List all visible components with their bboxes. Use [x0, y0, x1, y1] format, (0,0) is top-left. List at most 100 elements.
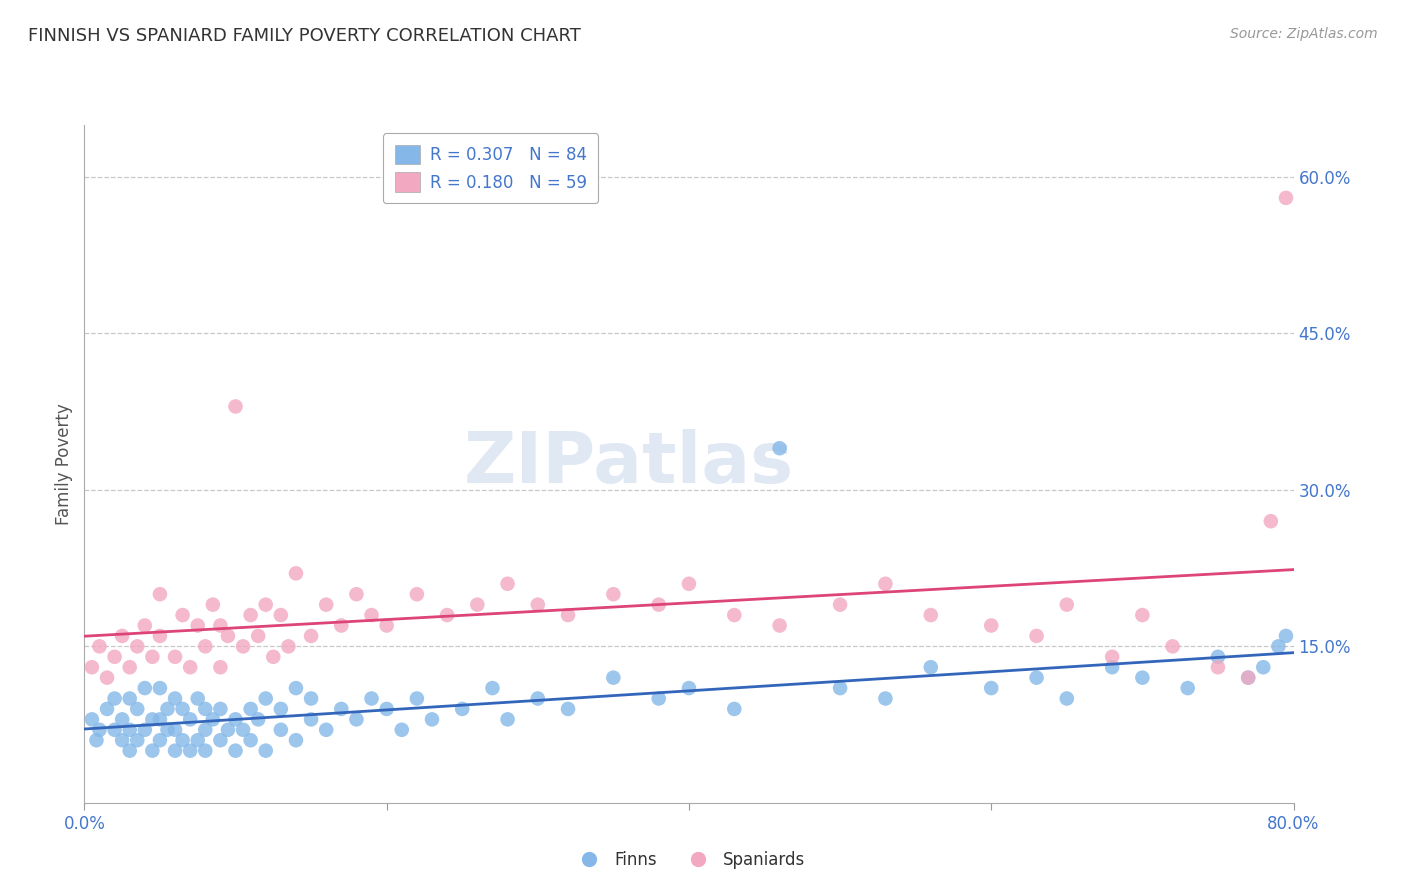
Point [217, 629, 239, 643]
Point [1275, 191, 1298, 205]
Point [104, 649, 127, 664]
Point [247, 712, 270, 726]
Point [179, 744, 201, 758]
Point [602, 671, 624, 685]
Point [149, 629, 172, 643]
Point [254, 598, 277, 612]
Point [1267, 640, 1289, 654]
Point [360, 691, 382, 706]
Point [179, 660, 201, 674]
Point [141, 744, 163, 758]
Text: Source: ZipAtlas.com: Source: ZipAtlas.com [1230, 27, 1378, 41]
Point [225, 400, 247, 414]
Point [239, 702, 262, 716]
Point [179, 712, 201, 726]
Legend: Finns, Spaniards: Finns, Spaniards [565, 845, 813, 876]
Point [1161, 640, 1184, 654]
Point [648, 691, 671, 706]
Point [225, 712, 247, 726]
Point [165, 744, 187, 758]
Point [194, 744, 217, 758]
Point [247, 629, 270, 643]
Point [346, 587, 368, 601]
Point [111, 733, 134, 747]
Point [1025, 671, 1047, 685]
Point [201, 712, 224, 726]
Point [527, 598, 550, 612]
Point [1206, 660, 1229, 674]
Point [678, 576, 700, 591]
Point [118, 723, 141, 737]
Point [232, 723, 254, 737]
Point [80, 712, 103, 726]
Point [209, 618, 232, 632]
Point [165, 723, 187, 737]
Point [1253, 660, 1275, 674]
Point [141, 712, 163, 726]
Point [875, 691, 897, 706]
Point [980, 681, 1002, 695]
Point [285, 681, 308, 695]
Point [194, 640, 217, 654]
Point [270, 723, 292, 737]
Point [194, 702, 217, 716]
Point [104, 691, 127, 706]
Point [496, 712, 519, 726]
Point [360, 608, 382, 623]
Point [277, 640, 299, 654]
Point [875, 576, 897, 591]
Point [209, 702, 232, 716]
Point [96, 671, 118, 685]
Point [1206, 649, 1229, 664]
Point [330, 618, 353, 632]
Point [165, 691, 187, 706]
Point [111, 712, 134, 726]
Point [830, 598, 852, 612]
Point [769, 618, 792, 632]
Point [118, 744, 141, 758]
Point [156, 702, 179, 716]
Point [89, 723, 111, 737]
Point [172, 702, 194, 716]
Point [127, 640, 149, 654]
Point [165, 649, 187, 664]
Point [149, 587, 172, 601]
Point [299, 691, 322, 706]
Point [225, 744, 247, 758]
Point [1025, 629, 1047, 643]
Point [254, 744, 277, 758]
Point [481, 681, 503, 695]
Point [111, 629, 134, 643]
Point [648, 598, 671, 612]
Point [285, 733, 308, 747]
Point [149, 681, 172, 695]
Point [118, 660, 141, 674]
Point [187, 618, 209, 632]
Point [270, 702, 292, 716]
Y-axis label: Family Poverty: Family Poverty [55, 403, 73, 524]
Point [1275, 629, 1298, 643]
Point [1177, 681, 1199, 695]
Point [80, 660, 103, 674]
Point [232, 640, 254, 654]
Text: ZIPatlas: ZIPatlas [464, 429, 793, 499]
Point [920, 608, 942, 623]
Point [1260, 514, 1282, 528]
Point [194, 723, 217, 737]
Point [1237, 671, 1260, 685]
Point [980, 618, 1002, 632]
Point [496, 576, 519, 591]
Point [299, 629, 322, 643]
Point [172, 733, 194, 747]
Point [254, 691, 277, 706]
Point [723, 608, 745, 623]
Point [156, 723, 179, 737]
Point [391, 723, 413, 737]
Point [299, 712, 322, 726]
Point [127, 702, 149, 716]
Point [187, 691, 209, 706]
Point [678, 681, 700, 695]
Text: FINNISH VS SPANIARD FAMILY POVERTY CORRELATION CHART: FINNISH VS SPANIARD FAMILY POVERTY CORRE… [28, 27, 581, 45]
Point [209, 660, 232, 674]
Point [1237, 671, 1260, 685]
